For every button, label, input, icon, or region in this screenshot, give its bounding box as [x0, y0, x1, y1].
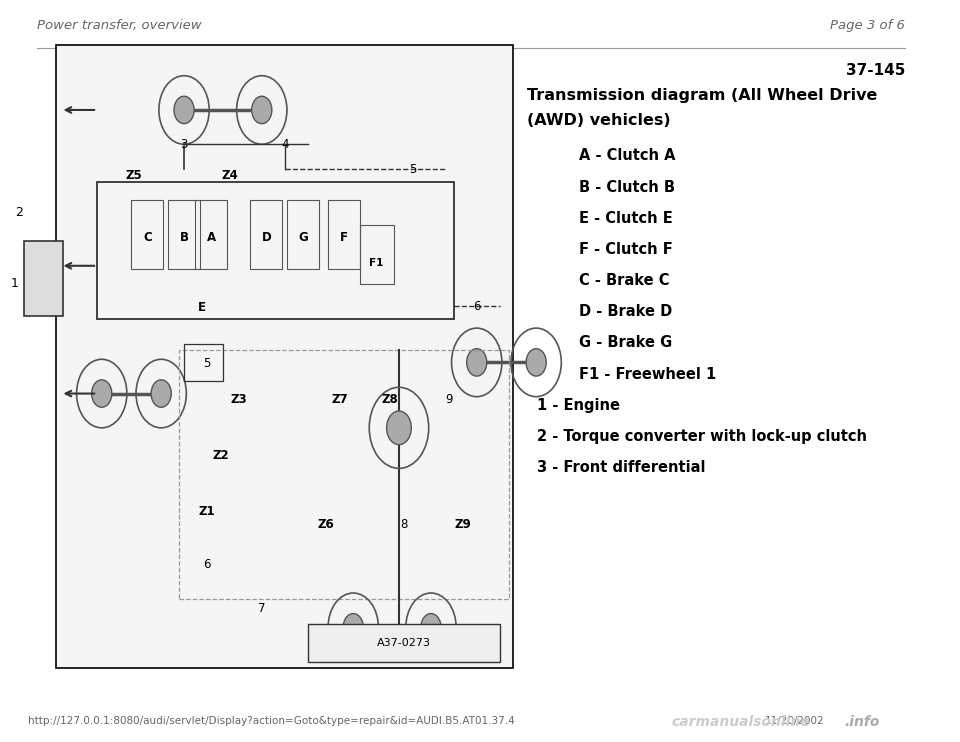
Bar [132, 200, 163, 269]
Text: 37-145: 37-145 [846, 63, 905, 78]
Text: 3 - Front differential: 3 - Front differential [537, 460, 706, 475]
Bar [287, 200, 319, 269]
Text: F - Clutch F: F - Clutch F [579, 242, 672, 257]
Text: Z1: Z1 [199, 505, 215, 519]
Text: C: C [143, 232, 152, 244]
Text: Z3: Z3 [230, 393, 248, 407]
Text: Z8: Z8 [381, 393, 398, 407]
Text: G: G [298, 232, 308, 244]
Bar [251, 200, 282, 269]
Text: Z7: Z7 [331, 393, 348, 407]
Text: F: F [340, 232, 348, 244]
Text: F1 - Freewheel 1: F1 - Freewheel 1 [579, 367, 716, 381]
Text: 6: 6 [204, 559, 210, 571]
Text: 3: 3 [180, 138, 188, 151]
Text: E - Clutch E: E - Clutch E [579, 211, 672, 226]
Text: 1: 1 [11, 277, 19, 289]
Bar [168, 200, 200, 269]
Bar [307, 624, 499, 662]
Text: carmanualsonline: carmanualsonline [672, 715, 810, 729]
Bar [180, 350, 509, 600]
Bar [56, 45, 514, 668]
Text: 6: 6 [473, 300, 480, 313]
Text: 2: 2 [15, 206, 23, 220]
Text: A37-0273: A37-0273 [376, 638, 430, 648]
Text: Z9: Z9 [455, 518, 471, 531]
Text: Z4: Z4 [222, 169, 238, 182]
Text: Page 3 of 6: Page 3 of 6 [830, 19, 905, 32]
Text: G - Brake G: G - Brake G [579, 335, 672, 350]
Text: E: E [199, 301, 206, 314]
Text: (AWD) vehicles): (AWD) vehicles) [527, 113, 671, 128]
Text: Z2: Z2 [212, 450, 228, 462]
Ellipse shape [420, 614, 441, 641]
Bar [360, 226, 395, 284]
Text: D - Brake D: D - Brake D [579, 304, 672, 319]
Bar [184, 344, 223, 381]
Text: C - Brake C: C - Brake C [579, 273, 669, 288]
Text: 8: 8 [400, 518, 407, 531]
Bar [24, 241, 62, 315]
Text: 4: 4 [281, 138, 288, 151]
Text: Z5: Z5 [126, 169, 142, 182]
Ellipse shape [467, 349, 487, 376]
Text: B: B [180, 232, 188, 244]
Ellipse shape [387, 411, 411, 444]
Text: D: D [261, 232, 272, 244]
Text: http://127.0.0.1:8080/audi/servlet/Display?action=Goto&type=repair&id=AUDI.B5.AT: http://127.0.0.1:8080/audi/servlet/Displ… [28, 716, 515, 726]
Text: A: A [207, 232, 216, 244]
Text: A - Clutch A: A - Clutch A [579, 148, 675, 163]
Text: 1 - Engine: 1 - Engine [537, 398, 619, 413]
Text: Z6: Z6 [318, 518, 334, 531]
Text: .info: .info [845, 715, 880, 729]
Text: 2 - Torque converter with lock-up clutch: 2 - Torque converter with lock-up clutch [537, 429, 867, 444]
Ellipse shape [526, 349, 546, 376]
Text: Power transfer, overview: Power transfer, overview [37, 19, 202, 32]
Ellipse shape [151, 380, 171, 407]
Text: 11/20/2002: 11/20/2002 [765, 716, 825, 726]
Ellipse shape [343, 614, 363, 641]
Ellipse shape [174, 96, 194, 124]
Bar [328, 200, 360, 269]
Bar [196, 200, 228, 269]
Ellipse shape [252, 96, 272, 124]
Text: 7: 7 [258, 602, 266, 615]
Bar [97, 182, 454, 319]
Text: 5: 5 [204, 357, 210, 370]
Text: B - Clutch B: B - Clutch B [579, 180, 675, 194]
Text: F1: F1 [369, 257, 383, 268]
Text: 9: 9 [445, 393, 453, 407]
Text: 5: 5 [409, 162, 417, 176]
Text: Transmission diagram (All Wheel Drive: Transmission diagram (All Wheel Drive [527, 88, 877, 102]
Ellipse shape [91, 380, 111, 407]
